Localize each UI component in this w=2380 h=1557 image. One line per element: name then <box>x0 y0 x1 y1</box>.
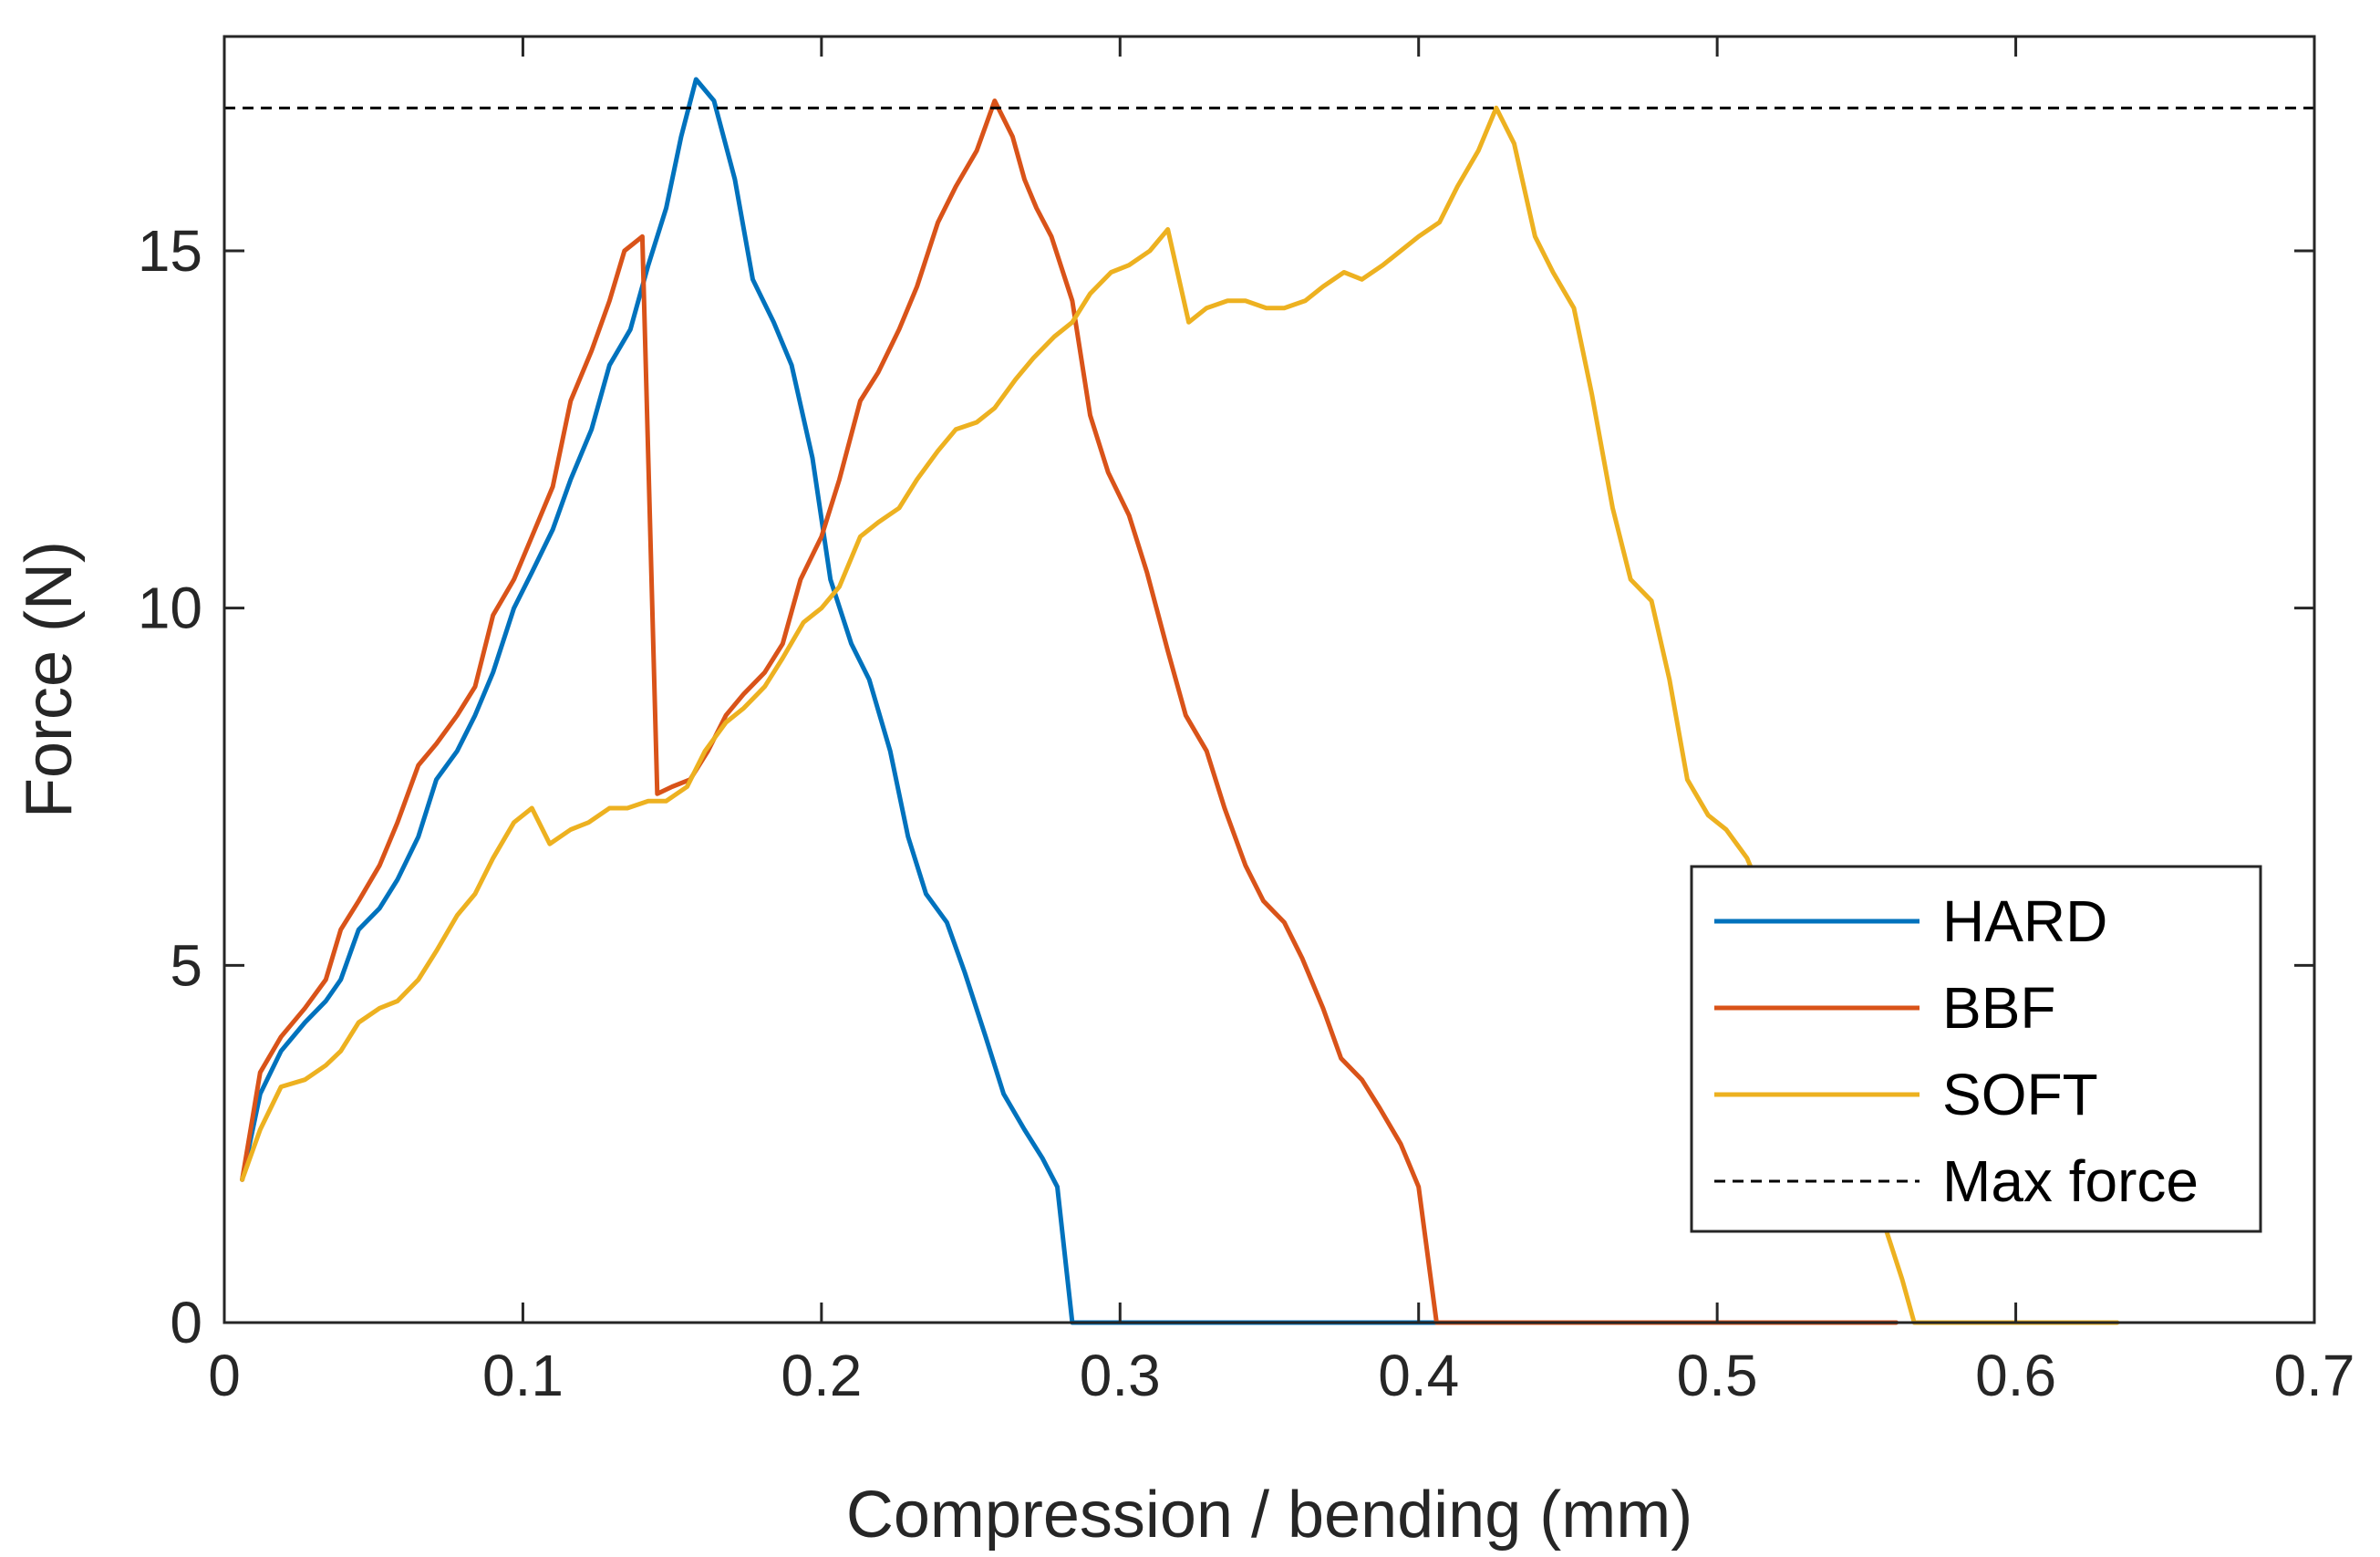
x-tick-label: 0 <box>208 1343 241 1408</box>
x-tick-label: 0.2 <box>781 1343 862 1408</box>
x-axis-ticks: 0 0.1 0.2 0.3 0.4 0.5 0.6 0.7 <box>208 36 2354 1408</box>
y-axis-ticks: 0 5 10 15 <box>138 218 2314 1355</box>
series-layer <box>240 77 2120 1325</box>
x-tick-label: 0.5 <box>1677 1343 1758 1408</box>
y-axis-label: Force (N) <box>13 541 86 818</box>
legend: HARD BBF SOFT Max force <box>1690 865 2262 1233</box>
axes-box <box>222 35 2316 1324</box>
legend-label-max-force: Max force <box>1942 1148 2199 1214</box>
y-tick-label: 10 <box>138 576 202 641</box>
legend-label-bbf: BBF <box>1942 975 2055 1041</box>
series-line-soft <box>240 105 2120 1325</box>
x-tick-label: 0.6 <box>1975 1343 2056 1408</box>
x-tick-label: 0.3 <box>1080 1343 1161 1408</box>
y-tick-label: 0 <box>170 1290 202 1355</box>
x-tick-label: 0.7 <box>2274 1343 2355 1408</box>
x-tick-label: 0.1 <box>482 1343 564 1408</box>
series-line-bbf <box>240 99 1899 1325</box>
legend-box <box>1690 865 2262 1233</box>
x-tick-label: 0.4 <box>1378 1343 1459 1408</box>
legend-label-hard: HARD <box>1942 888 2107 954</box>
y-tick-label: 5 <box>170 932 202 998</box>
legend-items: HARD BBF SOFT Max force <box>1714 888 2199 1214</box>
x-axis-label: Compression / bending (mm) <box>846 1479 1692 1552</box>
series-line-hard <box>240 77 1570 1325</box>
y-tick-label: 15 <box>138 218 202 284</box>
legend-label-soft: SOFT <box>1942 1062 2098 1127</box>
